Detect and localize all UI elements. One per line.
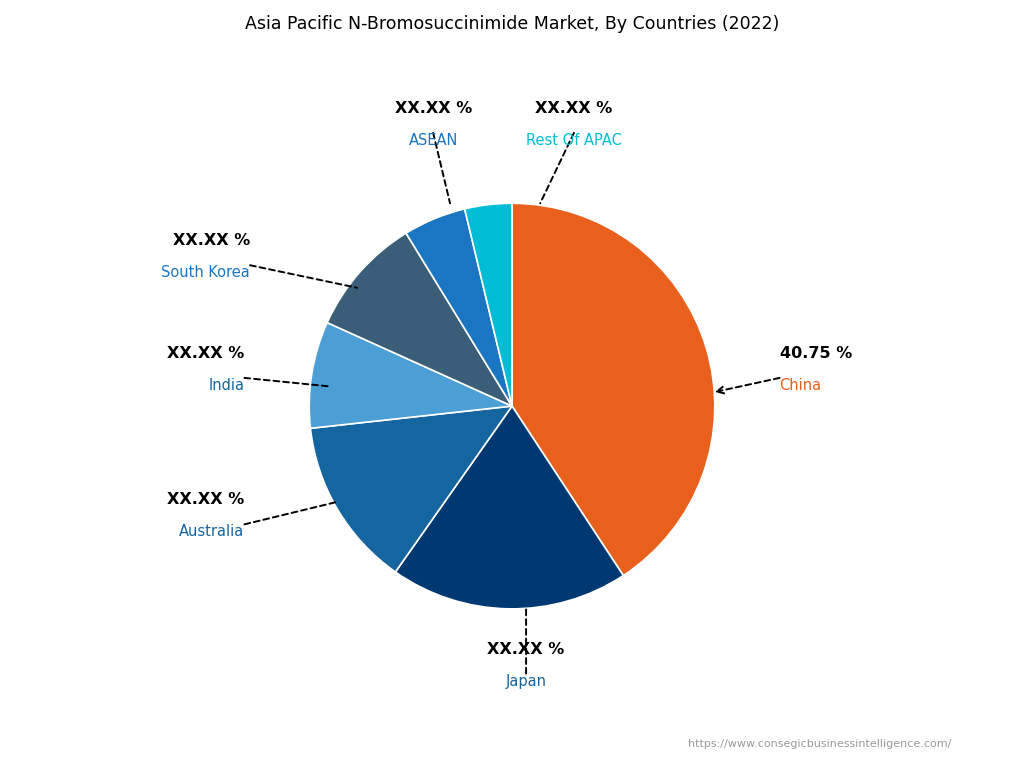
Text: XX.XX %: XX.XX %: [394, 101, 472, 116]
Wedge shape: [328, 233, 512, 406]
Wedge shape: [309, 323, 512, 429]
Text: XX.XX %: XX.XX %: [487, 642, 564, 657]
Text: Japan: Japan: [506, 674, 547, 689]
Text: Australia: Australia: [179, 525, 245, 539]
Wedge shape: [465, 204, 512, 406]
Wedge shape: [310, 406, 512, 572]
Text: XX.XX %: XX.XX %: [173, 233, 250, 248]
Title: Asia Pacific N-Bromosuccinimide Market, By Countries (2022): Asia Pacific N-Bromosuccinimide Market, …: [245, 15, 779, 33]
Text: ASEAN: ASEAN: [409, 133, 458, 148]
Wedge shape: [395, 406, 624, 609]
Text: South Korea: South Korea: [162, 265, 250, 280]
Text: XX.XX %: XX.XX %: [167, 346, 245, 361]
Wedge shape: [512, 204, 715, 575]
Text: XX.XX %: XX.XX %: [167, 492, 245, 508]
Text: China: China: [779, 378, 821, 393]
Wedge shape: [407, 209, 512, 406]
Text: 40.75 %: 40.75 %: [779, 346, 852, 361]
Text: XX.XX %: XX.XX %: [536, 101, 612, 116]
Text: India: India: [209, 378, 245, 393]
Text: https://www.consegicbusinessintelligence.com/: https://www.consegicbusinessintelligence…: [687, 739, 951, 749]
Text: Rest Of APAC: Rest Of APAC: [526, 133, 622, 148]
